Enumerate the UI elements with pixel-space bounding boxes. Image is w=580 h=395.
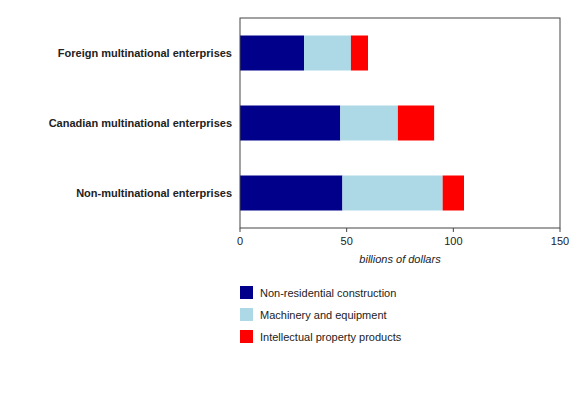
- legend-swatch: [240, 308, 253, 321]
- x-tick-label: 150: [551, 235, 569, 247]
- bar-segment: [304, 36, 351, 71]
- category-label: Foreign multinational enterprises: [58, 47, 232, 59]
- legend: Non-residential construction Machinery an…: [240, 286, 402, 343]
- x-tick-label: 50: [341, 235, 353, 247]
- category-label: Canadian multinational enterprises: [49, 117, 232, 129]
- bar-segment: [240, 106, 340, 141]
- bar-segment: [398, 106, 434, 141]
- category-label: Non-multinational enterprises: [76, 187, 232, 199]
- x-tick: [560, 228, 561, 232]
- x-axis-label: billions of dollars: [359, 253, 441, 265]
- legend-swatch: [240, 286, 253, 299]
- x-tick: [240, 228, 241, 232]
- x-tick-label: 100: [444, 235, 462, 247]
- plot-frame: [240, 18, 560, 228]
- legend-label: Non-residential construction: [260, 287, 396, 299]
- x-tick: [453, 228, 454, 232]
- bars: [240, 36, 464, 211]
- x-tick: [346, 228, 347, 232]
- bar-segment: [240, 36, 304, 71]
- bar-segment: [340, 106, 398, 141]
- x-tick-label: 0: [237, 235, 243, 247]
- bar-segment: [240, 176, 342, 211]
- legend-swatch: [240, 330, 253, 343]
- bar-segment: [342, 176, 442, 211]
- legend-label: Machinery and equipment: [260, 309, 387, 321]
- legend-label: Intellectual property products: [260, 331, 402, 343]
- bar-segment: [351, 36, 368, 71]
- chart-container: 0 50 100 150 billions of dollars Non-multinat…: [0, 0, 580, 395]
- bar-segment: [443, 176, 464, 211]
- chart: 0 50 100 150 billions of dollars Non-multinat…: [0, 0, 580, 395]
